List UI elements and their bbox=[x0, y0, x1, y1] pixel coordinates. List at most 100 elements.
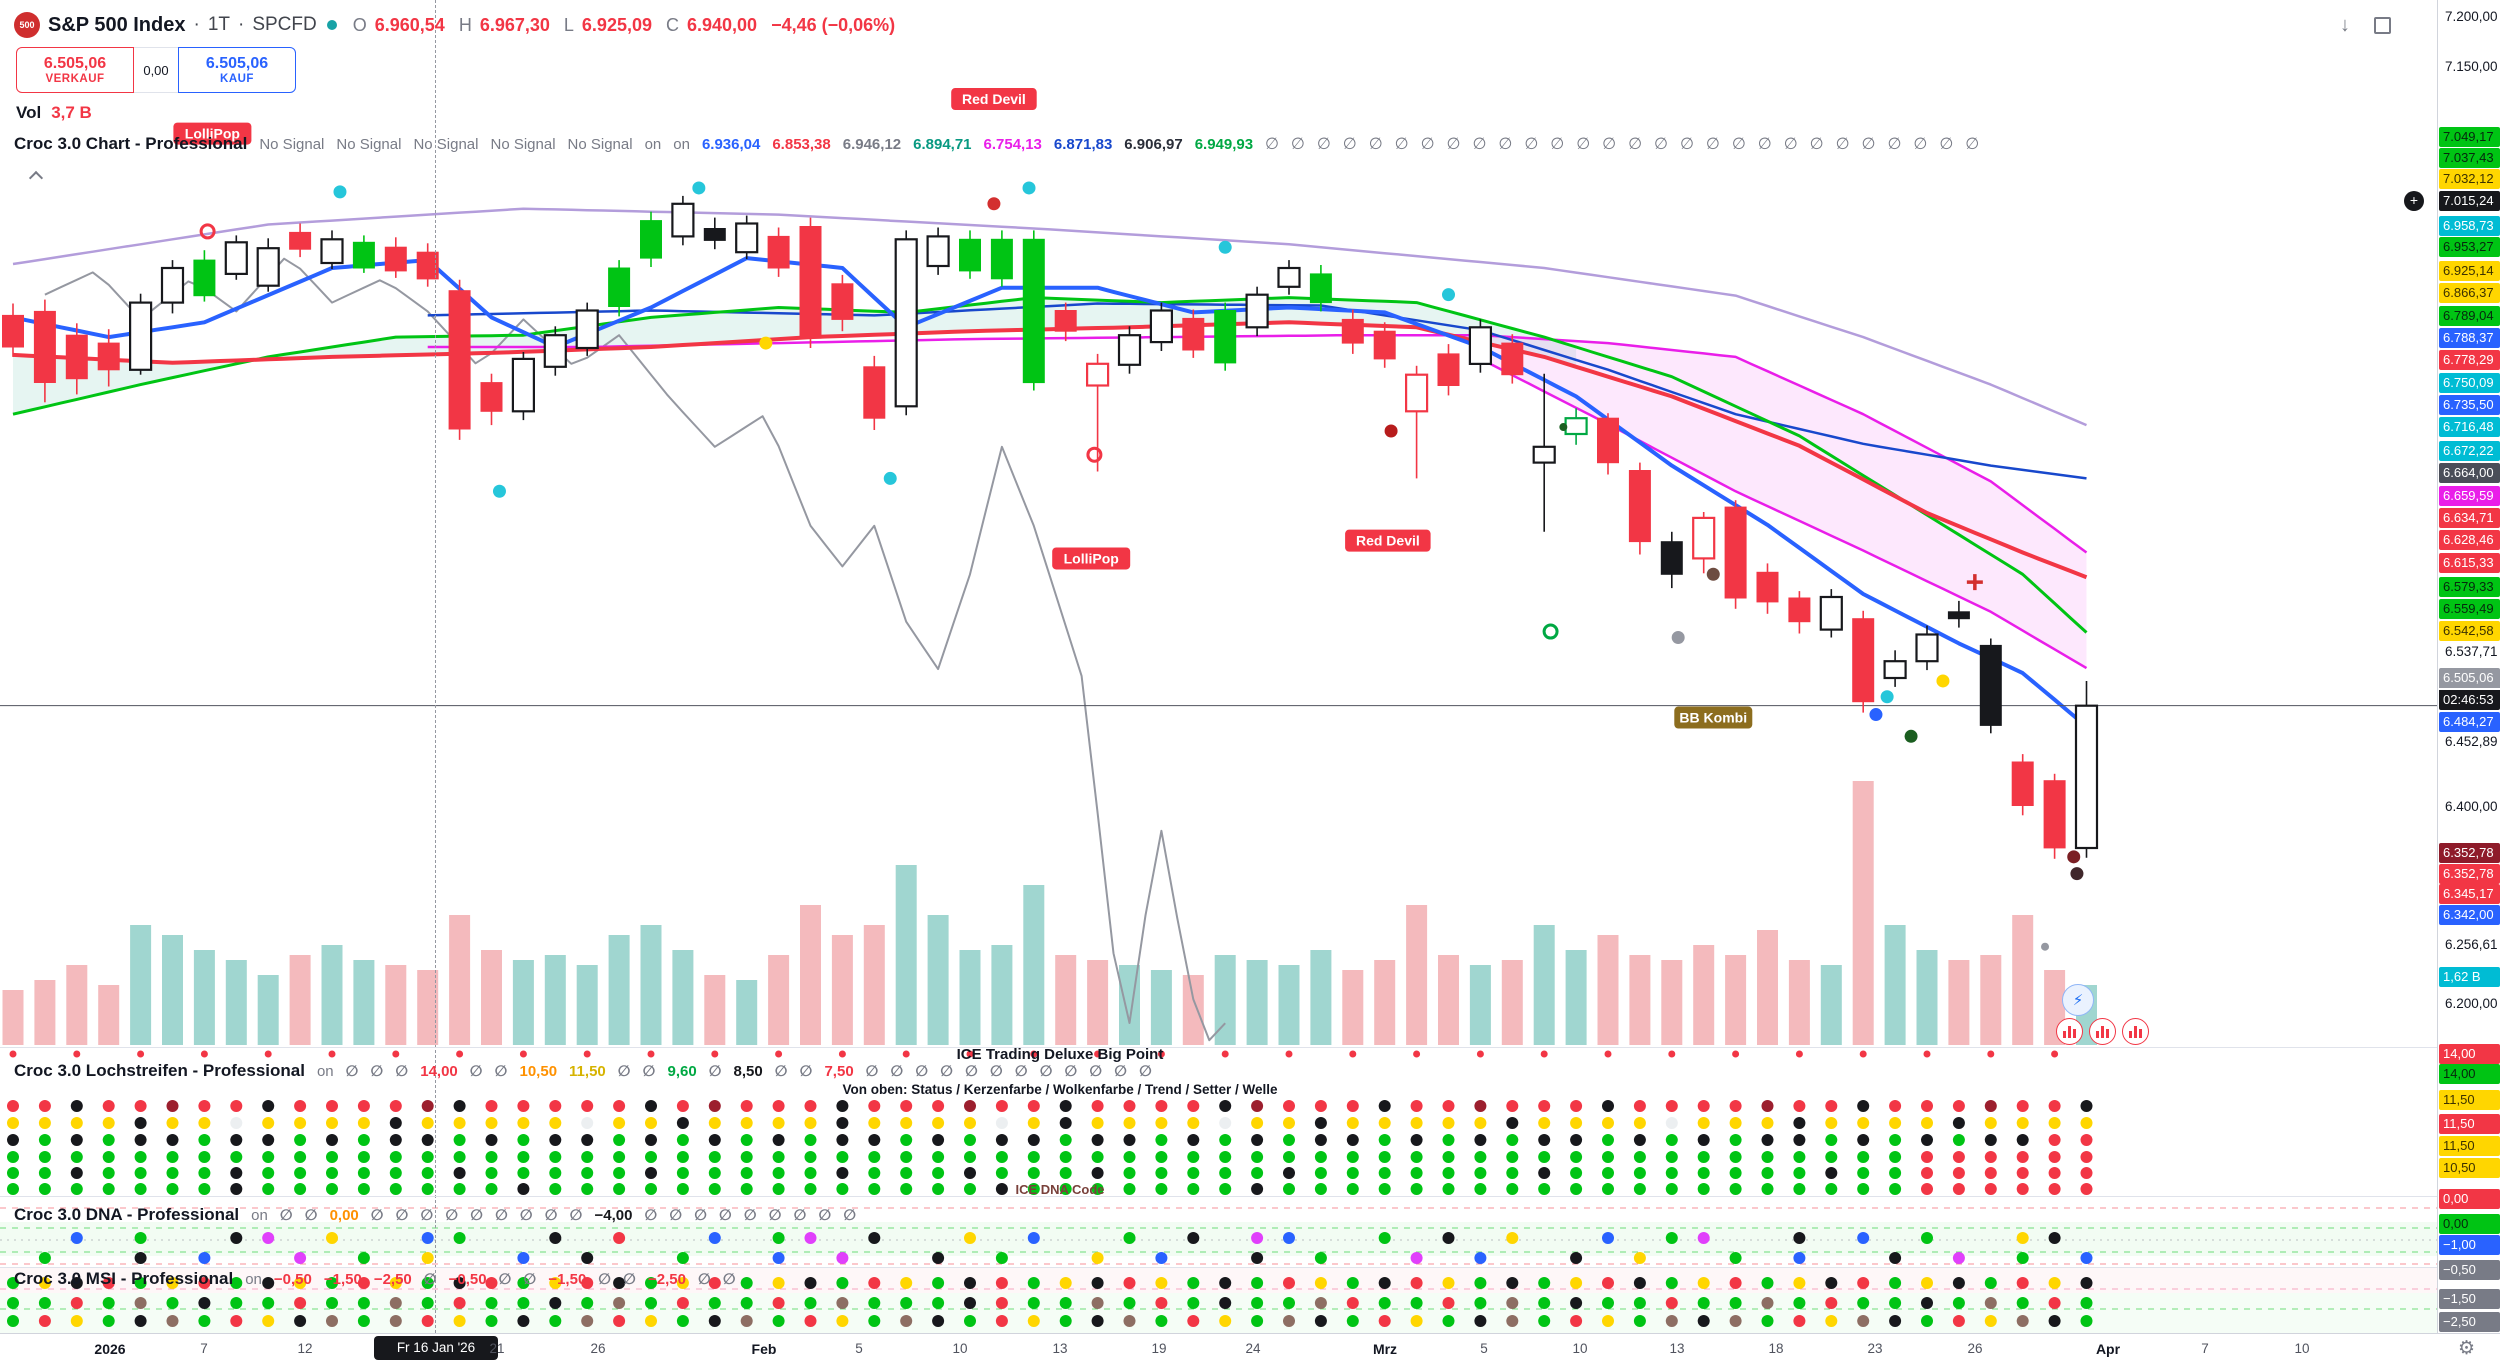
time-tick: 21 bbox=[489, 1341, 505, 1356]
price-scale-badge: 7.032,12 bbox=[2439, 169, 2500, 189]
dot-marker bbox=[1936, 674, 1950, 688]
legend-empty-value: ∅ bbox=[1861, 136, 1876, 153]
price-scale[interactable]: 7.200,00 7.150,00 7.049,17 7.037,43 7.032,12… bbox=[2437, 0, 2500, 1333]
low-value: 6.925,09 bbox=[581, 14, 652, 35]
change-value: −4,46 (−0,06%) bbox=[771, 14, 896, 35]
exchange: SPCFD bbox=[252, 14, 317, 35]
svg-text:LolliPop: LolliPop bbox=[185, 126, 240, 142]
chart-signal-label: Red Devil bbox=[951, 88, 1037, 111]
price-scale-tick: 7.200,00 bbox=[2445, 9, 2498, 24]
collapse-legend-icon[interactable] bbox=[30, 170, 42, 182]
dna-legend[interactable]: Croc 3.0 DNA - Professional on ∅ ∅ 0,00 ∅ ∅ ∅ ∅ ∅… bbox=[14, 1205, 856, 1225]
time-tick: 2026 bbox=[94, 1341, 126, 1357]
time-tick: 12 bbox=[297, 1341, 313, 1356]
time-tick: 19 bbox=[1151, 1341, 1167, 1356]
price-scale-tick: 6.537,71 bbox=[2445, 644, 2498, 659]
buy-button[interactable]: 6.505,06 KAUF bbox=[178, 47, 296, 93]
price-scale-badge: −0,50 bbox=[2439, 1260, 2500, 1280]
mini-bar-chart-icon[interactable] bbox=[2056, 1018, 2083, 1045]
price-scale-badge: 6.628,46 bbox=[2439, 530, 2500, 550]
trade-widget: 6.505,06 VERKAUF 0,00 6.505,06 KAUF bbox=[16, 47, 296, 93]
lochstreifen-legend[interactable]: Croc 3.0 Lochstreifen - Professional on ∅ ∅… bbox=[14, 1061, 1152, 1081]
time-tick: Apr bbox=[2095, 1341, 2121, 1357]
crosshair-target-icon[interactable]: + bbox=[2404, 191, 2424, 211]
mini-bar-chart-icon[interactable] bbox=[2089, 1018, 2116, 1045]
timeframe[interactable]: 1T bbox=[207, 14, 230, 35]
price-scale-badge: 6.615,33 bbox=[2439, 553, 2500, 573]
signal-markers bbox=[199, 181, 2084, 951]
market-status-icon[interactable] bbox=[326, 20, 337, 30]
dot-row bbox=[7, 1151, 2093, 1163]
msi-zone bbox=[0, 1293, 2437, 1333]
candles bbox=[2, 195, 2099, 859]
legend-value: ∅ bbox=[818, 1207, 832, 1224]
legend-dna-title[interactable]: Croc 3.0 DNA - Professional bbox=[14, 1205, 240, 1224]
dot-row bbox=[9, 1050, 2059, 1058]
legend-loch-title[interactable]: Croc 3.0 Lochstreifen - Professional bbox=[14, 1061, 305, 1080]
dot-row bbox=[70, 1232, 2061, 1244]
price-scale-badge: 6.559,49 bbox=[2439, 599, 2500, 619]
crosshair-date-badge: Fr 16 Jan '26 bbox=[374, 1336, 498, 1360]
dot-row bbox=[7, 1100, 2093, 1112]
legend-value: ∅ bbox=[523, 1271, 537, 1288]
lochstreifen-panel[interactable] bbox=[0, 1047, 2437, 1196]
time-tick: Mrz bbox=[1372, 1341, 1398, 1357]
gear-icon[interactable]: ⚙ bbox=[2458, 1338, 2476, 1359]
legend-value: 6.894,71 bbox=[913, 135, 972, 153]
panel-separator bbox=[0, 1267, 2437, 1268]
price-scale-badge: 10,50 bbox=[2439, 1158, 2500, 1178]
main-price-chart[interactable]: LolliPop Red Devil LolliPop Red Devil BB Kom… bbox=[0, 0, 2437, 1047]
legend-value: ∅ bbox=[989, 1063, 1003, 1080]
dot-row bbox=[7, 1134, 2093, 1146]
time-tick: 24 bbox=[1245, 1341, 1261, 1356]
bar-countdown: 02:46:53 bbox=[2439, 690, 2500, 710]
price-scale-tick: 6.200,00 bbox=[2445, 996, 2498, 1011]
time-axis[interactable]: Fr 16 Jan '26 ⚙ 2026 7 12 21 26 Feb 5 10 13 19 24 M… bbox=[0, 1333, 2500, 1363]
dot-marker bbox=[2041, 942, 2050, 951]
high-label: H bbox=[458, 14, 472, 35]
legend-value: ∅ bbox=[279, 1207, 293, 1224]
msi-legend[interactable]: Croc 3.0 MSI - Professional on −0,50 −1,50−… bbox=[14, 1269, 736, 1289]
svg-text:Red Devil: Red Devil bbox=[962, 91, 1026, 107]
dot-marker bbox=[759, 336, 773, 350]
current-price-badge: 6.505,06 bbox=[2439, 668, 2500, 688]
legend-value: ∅ bbox=[669, 1207, 683, 1224]
dot-marker bbox=[1880, 690, 1894, 704]
legend-empty-value: ∅ bbox=[1783, 136, 1798, 153]
mini-bar-chart-icon[interactable] bbox=[2122, 1018, 2149, 1045]
legend-value: 6.906,97 bbox=[1124, 135, 1183, 153]
price-scale-badge: 6.735,50 bbox=[2439, 395, 2500, 415]
instant-order-icon[interactable]: ⚡ bbox=[2062, 984, 2094, 1016]
svg-text:BB Kombi: BB Kombi bbox=[1679, 710, 1747, 726]
legend-msi-title[interactable]: Croc 3.0 MSI - Professional bbox=[14, 1269, 234, 1288]
sp500-logo-icon: 500 bbox=[14, 12, 40, 38]
price-scale-badge: 1,62 B bbox=[2439, 967, 2500, 987]
dot-marker bbox=[692, 181, 706, 195]
legend-value: −4,00 bbox=[594, 1206, 633, 1224]
fullscreen-icon[interactable] bbox=[2374, 17, 2391, 34]
legend-empty-value: ∅ bbox=[1291, 136, 1305, 153]
volume-bars bbox=[2, 781, 2097, 1045]
symbol-name[interactable]: S&P 500 Index bbox=[48, 13, 186, 36]
legend-empty-value: ∅ bbox=[1316, 136, 1331, 153]
price-scale-badge: 6.789,04 bbox=[2439, 306, 2500, 326]
dot-row bbox=[7, 1167, 2093, 1179]
price-scale-badge: 14,00 bbox=[2439, 1044, 2500, 1064]
legend-value: 6.853,38 bbox=[772, 135, 831, 153]
legend-value: ∅ bbox=[1089, 1063, 1103, 1080]
scroll-to-recent-icon[interactable]: ↓ bbox=[2340, 14, 2350, 36]
dot-marker bbox=[333, 185, 347, 199]
price-scale-badge: 6.953,27 bbox=[2439, 237, 2500, 257]
dna-panel[interactable] bbox=[0, 1196, 2437, 1267]
legend-status: No Signal bbox=[259, 135, 325, 153]
main-indicator-legend[interactable]: Croc 3.0 Chart - Professional No Signal No… bbox=[14, 134, 1979, 154]
legend-status: on bbox=[644, 135, 662, 153]
legend-main-title[interactable]: Croc 3.0 Chart - Professional bbox=[14, 134, 248, 153]
chart-signal-label: BB Kombi bbox=[1674, 706, 1753, 729]
legend-status: No Signal bbox=[413, 135, 479, 153]
sell-button[interactable]: 6.505,06 VERKAUF bbox=[16, 47, 134, 93]
legend-empty-value: ∅ bbox=[1654, 136, 1669, 153]
msi-panel[interactable] bbox=[0, 1267, 2437, 1333]
price-scale-badge: 6.342,00 bbox=[2439, 905, 2500, 925]
price-scale-badge: 0,00 bbox=[2439, 1214, 2500, 1234]
